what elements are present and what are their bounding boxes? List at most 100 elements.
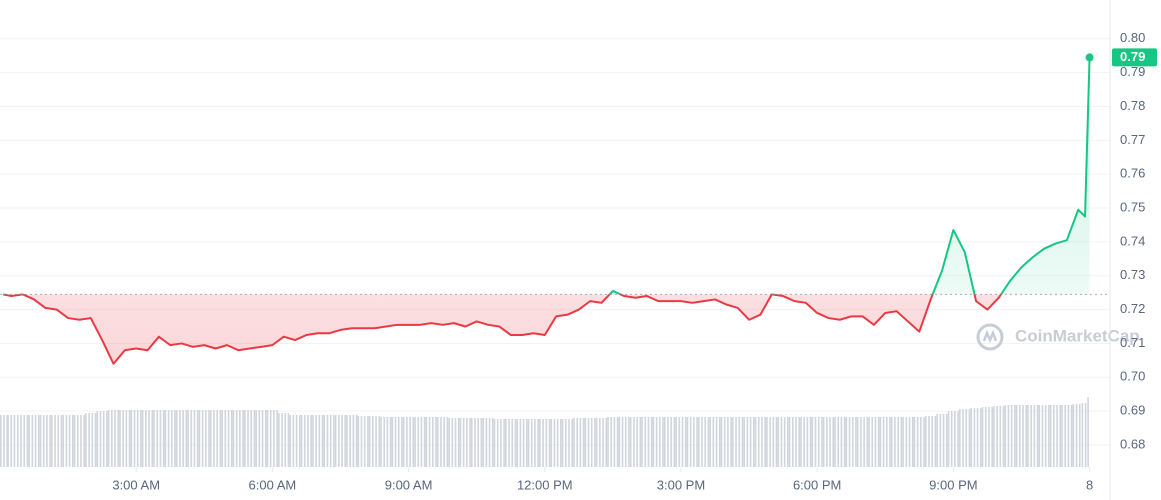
volume-bar [51, 415, 53, 467]
volume-bar [817, 417, 820, 467]
volume-bar [1044, 405, 1047, 467]
volume-bar [1081, 403, 1084, 467]
volume-bar [981, 407, 984, 467]
y-tick-label: 0.68 [1120, 436, 1145, 451]
volume-bar [141, 410, 144, 467]
volume-bar [482, 418, 484, 467]
volume-bar [125, 410, 128, 467]
volume-bar [999, 406, 1002, 467]
watermark: CoinMarketCap [1015, 326, 1140, 345]
volume-bar [809, 417, 812, 467]
volume-bar [289, 415, 292, 467]
volume-bar [863, 417, 865, 467]
volume-bar [338, 415, 340, 467]
volume-bar [60, 415, 63, 467]
volume-bar [602, 418, 604, 467]
volume-bar [477, 418, 480, 467]
volume-bar [122, 410, 124, 467]
volume-bar [701, 417, 703, 467]
volume-bar [432, 417, 434, 467]
volume-bar [106, 411, 108, 467]
volume-bar [1056, 405, 1058, 467]
volume-bar [950, 411, 953, 467]
volume-bar [616, 417, 619, 467]
volume-bar [474, 418, 476, 467]
volume-bar [670, 417, 672, 467]
volume-bar [261, 410, 264, 467]
volume-bar [1036, 405, 1039, 467]
volume-bar [346, 415, 348, 467]
x-tick-label: 12:00 PM [517, 477, 573, 492]
x-tick-label: 6:00 AM [249, 477, 297, 492]
volume-bar [65, 415, 68, 467]
volume-bar [269, 410, 272, 467]
y-tick-label: 0.77 [1120, 132, 1145, 147]
volume-bar [46, 415, 48, 467]
volume-bar [435, 417, 437, 467]
volume-bar [148, 410, 150, 467]
volume-bar [198, 410, 201, 467]
volume-bar [633, 417, 635, 467]
volume-bar [659, 417, 661, 467]
volume-bar [877, 417, 880, 467]
volume-bar [954, 411, 956, 467]
volume-bar [704, 417, 707, 467]
volume-bar [164, 410, 167, 467]
volume-bar [208, 410, 210, 467]
volume-bar [454, 418, 457, 467]
volume-bar [923, 417, 925, 467]
volume-bar [806, 417, 809, 467]
volume-bar [80, 415, 82, 467]
volume-bar [1049, 405, 1052, 467]
volume-bar [182, 410, 184, 467]
volume-bar [375, 416, 377, 467]
volume-bar [1048, 405, 1050, 467]
volume-bar [766, 417, 768, 467]
volume-bar [349, 415, 351, 467]
volume-bar [227, 410, 230, 467]
volume-bar [352, 415, 355, 467]
volume-bar [83, 415, 85, 467]
volume-bar [746, 417, 749, 467]
volume-bar [303, 415, 306, 467]
volume-bar [1038, 405, 1041, 467]
volume-bar [957, 411, 959, 467]
volume-bar [886, 417, 888, 467]
volume-bar [440, 417, 442, 467]
volume-bar [811, 417, 814, 467]
volume-bar [749, 417, 752, 467]
volume-bar [99, 411, 102, 467]
volume-bar [85, 413, 87, 467]
volume-bar [522, 419, 525, 467]
volume-bar [832, 417, 835, 467]
volume-bar [636, 417, 638, 467]
volume-bar [466, 418, 468, 467]
volume-bar [837, 417, 840, 467]
volume-bar [965, 409, 968, 467]
volume-bar [179, 410, 181, 467]
volume-bar [882, 417, 885, 467]
price-badge [1112, 48, 1157, 67]
volume-bar [102, 411, 105, 467]
volume-bar [341, 415, 343, 467]
volume-bar [689, 417, 692, 467]
volume-bar [151, 410, 154, 467]
volume-bar [386, 417, 389, 467]
volume-bar [175, 410, 178, 467]
volume-bar [6, 415, 8, 467]
volume-bar [300, 415, 303, 467]
volume-bar [505, 419, 507, 467]
volume-bar [571, 419, 574, 467]
volume-bar [76, 415, 79, 467]
volume-bar [641, 417, 643, 467]
volume-bar [1025, 405, 1027, 467]
volume-bar [945, 414, 948, 467]
volume-bar [201, 410, 204, 467]
volume-bar [707, 417, 710, 467]
volume-bar [792, 417, 794, 467]
volume-bar [394, 417, 397, 467]
volume-bar [446, 417, 449, 467]
volume-bar [723, 417, 726, 467]
volume-bar [167, 410, 170, 467]
volume-bar [925, 416, 927, 467]
